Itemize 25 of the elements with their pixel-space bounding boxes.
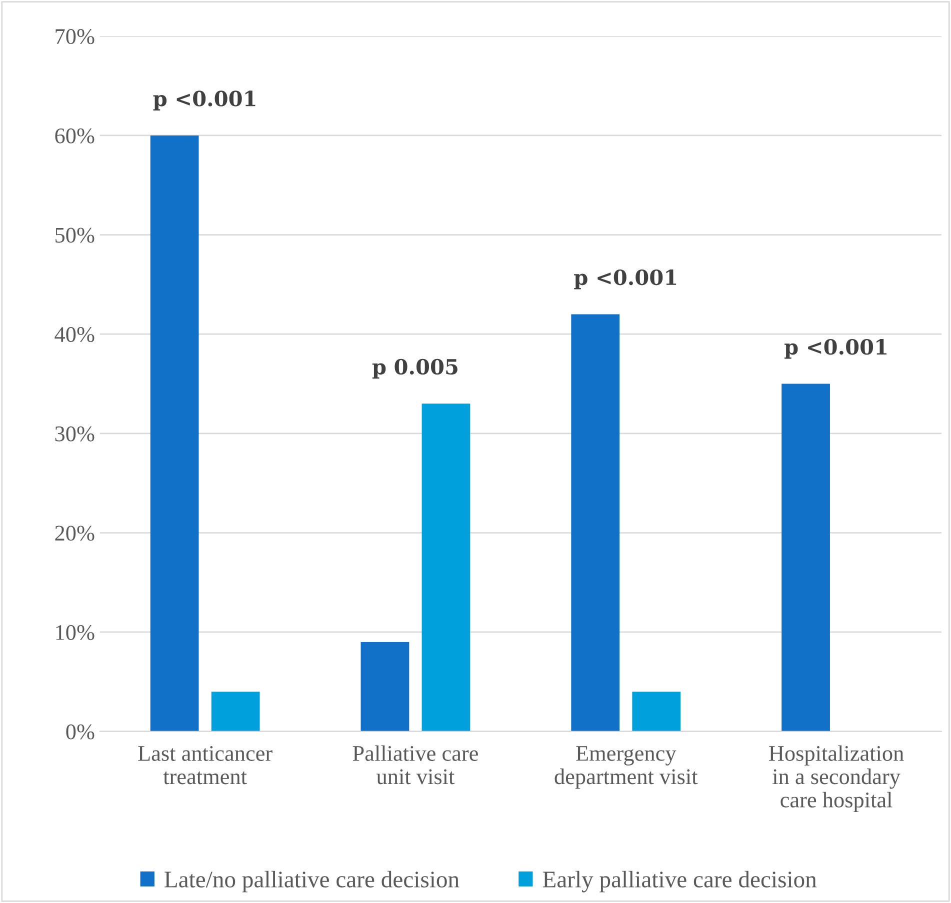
y-tick-label: 60% <box>55 128 94 144</box>
x-tick-label: Last anticancer treatment <box>138 746 272 784</box>
y-tick-label: 70% <box>56 29 94 44</box>
y-tick-label: 0% <box>66 724 94 740</box>
x-tick-label: Hospitalization in a secondary care hospital <box>769 745 904 812</box>
bar <box>422 404 470 732</box>
legend-label: Late/no palliative care decision <box>164 870 460 892</box>
legend-label: Early palliative care decision <box>542 870 817 892</box>
y-tick-label: 40% <box>54 327 94 342</box>
x-tick-label: Palliative care unit visit <box>352 745 478 784</box>
annotation: p 0.005 <box>372 358 458 379</box>
annotation: p <0.001 <box>153 90 256 110</box>
y-tick-label: 50% <box>56 228 94 243</box>
bar <box>571 314 620 732</box>
annotation: p <0.001 <box>784 338 886 359</box>
bar <box>360 642 410 732</box>
y-tick-label: 30% <box>55 426 94 442</box>
x-tick-label: Emergency department visit <box>554 746 698 789</box>
bar <box>632 692 681 732</box>
y-tick-label: 20% <box>55 526 94 541</box>
annotation: p <0.001 <box>574 269 676 290</box>
y-tick-label: 10% <box>56 625 94 640</box>
bar <box>211 692 260 732</box>
bar <box>150 135 199 732</box>
bar <box>782 384 830 732</box>
